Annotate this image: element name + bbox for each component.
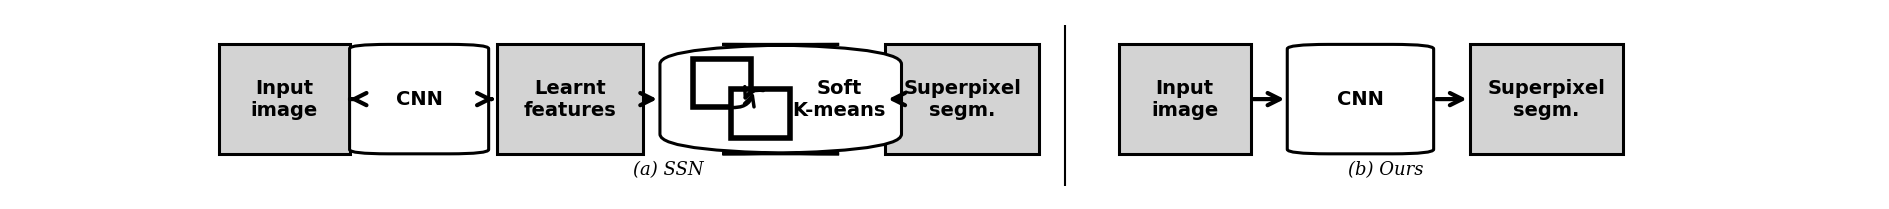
- FancyBboxPatch shape: [886, 44, 1039, 154]
- Text: CNN: CNN: [395, 90, 442, 109]
- FancyBboxPatch shape: [497, 44, 642, 154]
- FancyBboxPatch shape: [349, 44, 489, 154]
- Text: Input
image: Input image: [251, 79, 317, 120]
- FancyBboxPatch shape: [1286, 44, 1434, 154]
- FancyBboxPatch shape: [659, 44, 901, 154]
- FancyBboxPatch shape: [1470, 44, 1623, 154]
- Text: Soft
K-means: Soft K-means: [793, 79, 886, 120]
- FancyBboxPatch shape: [731, 89, 790, 138]
- Text: Learnt
features: Learnt features: [523, 79, 616, 120]
- FancyBboxPatch shape: [219, 44, 349, 154]
- Text: Input
image: Input image: [1150, 79, 1218, 120]
- Text: (b) Ours: (b) Ours: [1347, 162, 1422, 180]
- Text: Superpixel
segm.: Superpixel segm.: [1487, 79, 1606, 120]
- Text: (a) SSN: (a) SSN: [633, 162, 703, 180]
- FancyBboxPatch shape: [693, 59, 752, 107]
- Text: Superpixel
segm.: Superpixel segm.: [903, 79, 1022, 120]
- Text: CNN: CNN: [1337, 90, 1385, 109]
- FancyBboxPatch shape: [1118, 44, 1251, 154]
